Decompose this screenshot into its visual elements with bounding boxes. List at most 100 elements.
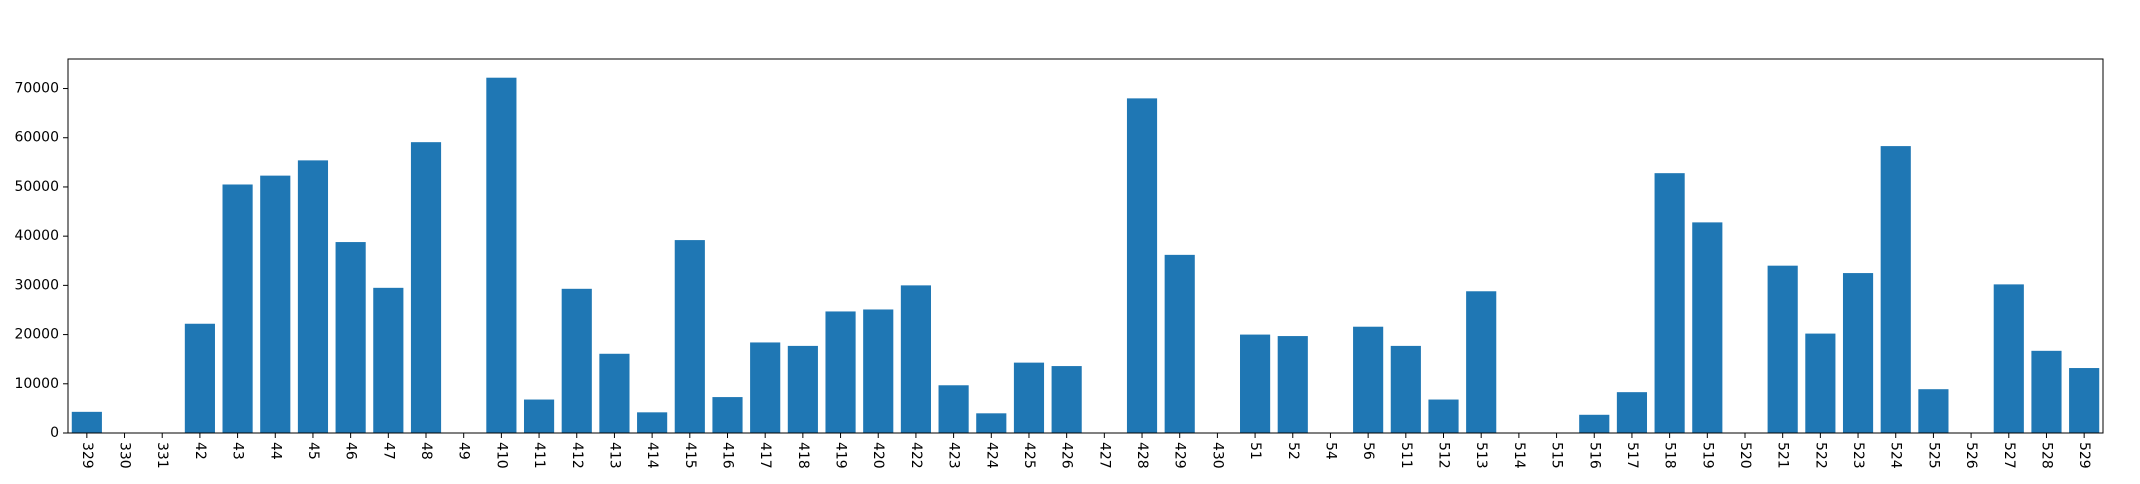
x-tick-label: 518 — [1662, 442, 1678, 469]
bar-524 — [1880, 146, 1911, 433]
bar-513 — [1466, 291, 1497, 433]
bar-48 — [410, 142, 442, 434]
bar-419 — [825, 311, 856, 433]
x-tick-label: 517 — [1624, 442, 1640, 469]
bar-517 — [1616, 392, 1648, 433]
x-tick-label: 52 — [1285, 442, 1301, 460]
x-tick-label: 416 — [719, 442, 735, 469]
bar-415 — [674, 240, 705, 433]
x-tick-label: 51 — [1247, 442, 1263, 460]
x-axis: 329 330 331 42 43 44 45 46 47 48 49 410 411 412 413 414… — [79, 433, 2092, 469]
x-tick-label: 329 — [79, 442, 95, 469]
bar-416 — [712, 397, 743, 433]
bar-424 — [976, 413, 1007, 433]
y-tick-label: 0 — [50, 425, 59, 441]
y-tick-label: 50000 — [14, 179, 59, 195]
y-tick-label: 60000 — [14, 130, 59, 146]
x-tick-label: 411 — [531, 442, 547, 469]
bar-412 — [561, 288, 592, 433]
x-tick-label: 516 — [1586, 442, 1602, 469]
x-tick-label: 513 — [1473, 442, 1489, 469]
x-tick-label: 511 — [1398, 442, 1414, 469]
y-tick-label: 40000 — [14, 228, 59, 244]
bar-425 — [1013, 362, 1045, 433]
bar-518 — [1654, 173, 1685, 434]
x-tick-label: 44 — [267, 442, 283, 460]
bar-45 — [297, 160, 329, 433]
x-tick-label: 527 — [2001, 442, 2017, 469]
x-tick-label: 410 — [493, 442, 509, 469]
bar-417 — [750, 342, 781, 433]
x-tick-label: 519 — [1699, 442, 1715, 469]
x-tick-label: 43 — [230, 442, 246, 460]
x-tick-label: 524 — [1888, 442, 1904, 469]
bar-516 — [1579, 414, 1610, 433]
bar-525 — [1918, 389, 1949, 433]
bar-519 — [1692, 222, 1723, 433]
x-tick-label: 522 — [1812, 442, 1828, 469]
bar-529 — [2069, 368, 2100, 433]
bar-523 — [1842, 273, 1874, 433]
x-tick-label: 42 — [192, 442, 208, 460]
x-tick-label: 428 — [1134, 442, 1150, 469]
bar-411 — [523, 399, 555, 433]
x-tick-label: 54 — [1322, 442, 1338, 460]
x-tick-label: 529 — [2076, 442, 2092, 469]
x-tick-label: 46 — [343, 442, 359, 460]
bar-43 — [222, 184, 253, 433]
x-tick-label: 422 — [908, 442, 924, 469]
bar-512 — [1428, 399, 1459, 433]
bar-511 — [1390, 345, 1421, 433]
x-tick-label: 424 — [983, 442, 999, 469]
bar-428 — [1126, 98, 1158, 434]
bar-527 — [1993, 284, 2024, 433]
bar-420 — [863, 309, 894, 433]
bar-422 — [900, 285, 931, 433]
x-tick-label: 426 — [1059, 442, 1075, 469]
x-tick-label: 427 — [1096, 442, 1112, 469]
x-tick-label: 330 — [117, 442, 133, 469]
bar-522 — [1805, 333, 1836, 433]
bar-521 — [1767, 265, 1798, 433]
bar-52 — [1277, 336, 1308, 433]
x-tick-label: 414 — [644, 442, 660, 469]
x-tick-label: 423 — [946, 442, 962, 469]
x-tick-label: 420 — [870, 442, 886, 469]
x-tick-label: 48 — [418, 442, 434, 460]
bar-44 — [260, 175, 291, 433]
x-tick-label: 425 — [1021, 442, 1037, 469]
bar-329 — [71, 411, 102, 433]
x-tick-label: 49 — [456, 442, 472, 460]
x-tick-label: 56 — [1360, 442, 1376, 460]
x-tick-label: 417 — [757, 442, 773, 469]
bar-423 — [938, 385, 969, 433]
y-tick-label: 10000 — [14, 376, 59, 392]
plot-frame — [67, 58, 2104, 434]
bar-413 — [599, 353, 630, 433]
x-tick-label: 429 — [1172, 442, 1188, 469]
x-tick-label: 523 — [1850, 442, 1866, 469]
bars-group — [71, 77, 2100, 434]
bar-47 — [373, 287, 404, 433]
x-tick-label: 418 — [795, 442, 811, 469]
bar-51 — [1240, 334, 1271, 433]
x-tick-label: 413 — [606, 442, 622, 469]
x-tick-label: 526 — [1963, 442, 1979, 469]
x-tick-label: 331 — [154, 442, 170, 469]
y-tick-label: 70000 — [14, 81, 59, 97]
y-axis: 0 10000 20000 30000 40000 50000 60000 70000 — [14, 81, 68, 441]
x-tick-label: 521 — [1775, 442, 1791, 469]
x-tick-label: 528 — [2038, 442, 2054, 469]
x-tick-label: 412 — [569, 442, 585, 469]
bar-56 — [1353, 326, 1384, 433]
x-tick-label: 45 — [305, 442, 321, 460]
bar-418 — [787, 345, 818, 433]
bar-429 — [1164, 254, 1195, 433]
x-tick-label: 415 — [682, 442, 698, 469]
x-tick-label: 430 — [1209, 442, 1225, 469]
bar-528 — [2031, 350, 2062, 433]
x-tick-label: 47 — [380, 442, 396, 460]
y-tick-label: 30000 — [14, 277, 59, 293]
